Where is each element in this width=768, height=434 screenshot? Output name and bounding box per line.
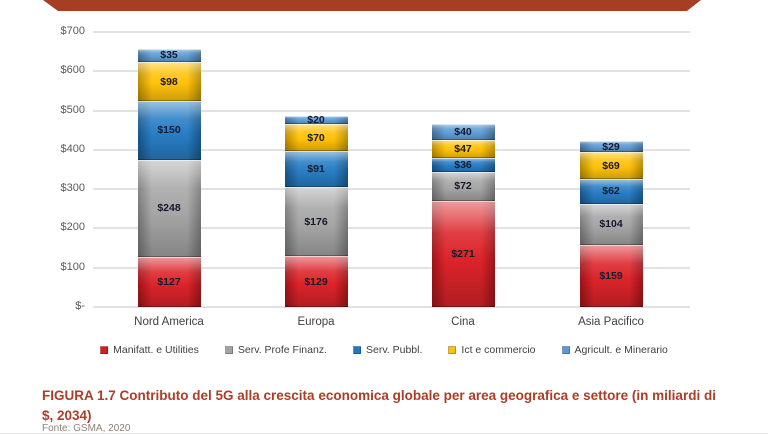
x-axis-category-label: Europa xyxy=(297,316,335,328)
bar-segment: $29 xyxy=(579,140,643,153)
legend-label: Manifatt. e Utilities xyxy=(113,344,199,356)
bar-nord-america: $127 $248 $150 $98 $35 xyxy=(137,0,201,307)
bar-segment: $271 xyxy=(431,200,495,307)
bar-segment: $69 xyxy=(579,152,643,180)
segment-value-label: $69 xyxy=(602,159,620,172)
legend-item: Serv. Pubbl. xyxy=(352,344,423,356)
segment-value-label: $36 xyxy=(454,159,472,172)
segment-value-label: $47 xyxy=(454,142,472,155)
chart-legend: Manifatt. e Utilities Serv. Profe Finanz.… xyxy=(0,344,768,356)
x-axis-category-label: Asia Pacifico xyxy=(578,316,644,328)
legend-swatch xyxy=(352,346,361,354)
segment-value-label: $248 xyxy=(157,202,181,215)
legend-label: Ict e commercio xyxy=(461,344,536,356)
source-note: Fonte: GSMA, 2020 xyxy=(42,423,131,434)
y-axis-tick-label: $200 xyxy=(60,221,85,234)
gridline xyxy=(93,266,690,269)
gridline xyxy=(93,148,690,151)
segment-value-label: $91 xyxy=(307,163,325,176)
segment-value-label: $129 xyxy=(304,275,328,288)
title-banner-bar xyxy=(43,0,701,11)
bar-segment: $248 xyxy=(137,159,201,258)
legend-item: Ict e commercio xyxy=(448,344,536,356)
segment-value-label: $20 xyxy=(307,113,325,126)
legend-swatch xyxy=(100,346,109,354)
legend-swatch xyxy=(224,346,233,354)
segment-value-label: $271 xyxy=(451,247,475,260)
y-axis-tick-label: $400 xyxy=(60,142,85,155)
gridline xyxy=(93,109,690,112)
y-axis-tick-label: $300 xyxy=(60,182,85,195)
gridline xyxy=(93,227,690,230)
bar-segment: $129 xyxy=(284,256,348,307)
bar-segment: $159 xyxy=(579,244,643,307)
legend-swatch xyxy=(561,346,570,354)
bar-segment: $98 xyxy=(137,62,201,101)
bar-segment: $40 xyxy=(431,123,495,140)
y-axis-tick-label: $700 xyxy=(60,25,85,37)
gridline xyxy=(93,31,690,33)
segment-value-label: $40 xyxy=(454,125,472,138)
segment-value-label: $127 xyxy=(157,276,181,289)
legend-label: Serv. Profe Finanz. xyxy=(237,344,327,356)
segment-value-label: $150 xyxy=(157,124,181,137)
x-axis-category-label: Nord America xyxy=(134,316,204,328)
segment-value-label: $70 xyxy=(307,131,325,144)
y-axis-tick-label: $500 xyxy=(60,103,85,116)
segment-value-label: $159 xyxy=(599,269,623,282)
gridline xyxy=(93,188,690,191)
bar-segment: $150 xyxy=(137,100,201,160)
x-axis-category-label: Cina xyxy=(451,316,475,328)
segment-value-label: $29 xyxy=(602,140,620,153)
gridline xyxy=(93,306,690,308)
stacked-bar-chart: $700 $600 $500 $400 $300 $200 $100 $- $127 $248 $1… xyxy=(60,0,690,328)
bar-segment: $72 xyxy=(431,172,495,201)
segment-value-label: $176 xyxy=(304,215,328,228)
segment-value-label: $62 xyxy=(602,185,620,198)
segment-value-label: $35 xyxy=(160,49,178,62)
legend-swatch xyxy=(448,346,457,354)
y-axis-tick-label: $600 xyxy=(60,64,85,77)
segment-value-label: $72 xyxy=(454,180,472,193)
segment-value-label: $98 xyxy=(160,75,178,88)
segment-value-label: $104 xyxy=(599,218,623,231)
legend-item: Agricult. e Minerario xyxy=(561,344,668,356)
gridline xyxy=(93,70,690,73)
bar-europa: $129 $176 $91 $70 $20 xyxy=(284,0,348,307)
bar-segment: $70 xyxy=(284,123,348,152)
figure-caption: FIGURA 1.7 Contributo del 5G alla cresci… xyxy=(42,387,716,424)
bar-segment: $36 xyxy=(431,158,495,173)
y-axis-tick-label: $- xyxy=(75,300,85,312)
bar-segment: $62 xyxy=(579,179,643,204)
y-axis-tick-label: $100 xyxy=(60,260,85,273)
bar-segment: $35 xyxy=(137,48,201,63)
bar-segment: $91 xyxy=(284,151,348,188)
bar-segment: $176 xyxy=(284,187,348,257)
legend-label: Serv. Pubbl. xyxy=(365,344,423,356)
bar-segment: $104 xyxy=(579,203,643,245)
bar-cina: $271 $72 $36 $47 $40 xyxy=(431,0,495,307)
legend-item: Manifatt. e Utilities xyxy=(100,344,199,356)
bar-segment: $20 xyxy=(284,113,348,126)
bar-asia-pacifico: $159 $104 $62 $69 $29 xyxy=(579,0,643,307)
legend-item: Serv. Profe Finanz. xyxy=(224,344,327,356)
bar-segment: $47 xyxy=(431,139,495,159)
bar-segment: $127 xyxy=(137,257,201,307)
legend-label: Agricult. e Minerario xyxy=(574,344,668,356)
